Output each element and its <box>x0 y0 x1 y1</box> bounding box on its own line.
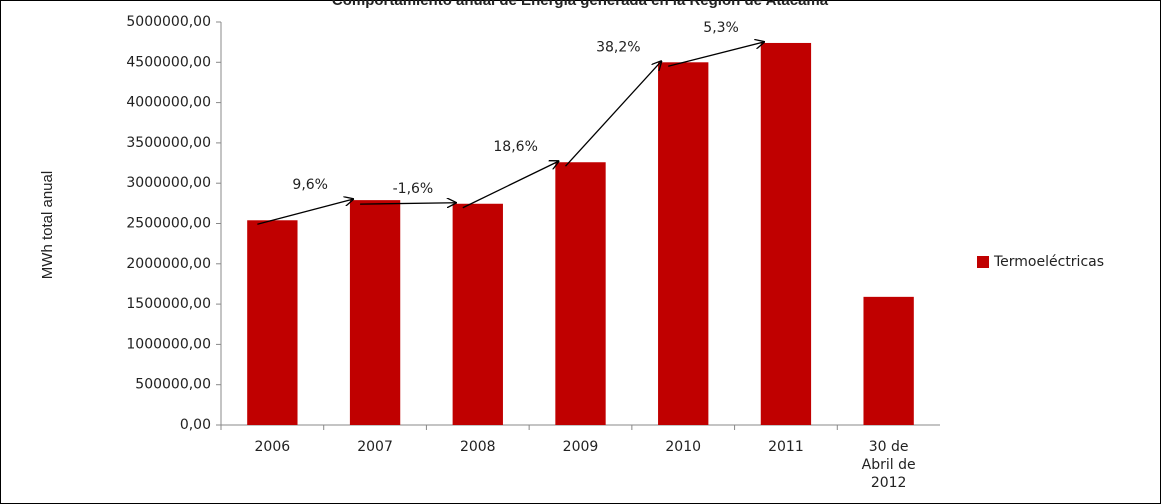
y-tick-label: 5000000,00 <box>126 14 211 30</box>
bar <box>452 203 503 425</box>
change-label: 5,3% <box>703 20 739 36</box>
bar <box>863 296 914 425</box>
change-arrow <box>668 42 764 67</box>
change-label: 18,6% <box>493 139 537 155</box>
y-tick-label: 3500000,00 <box>126 135 211 151</box>
bar <box>349 200 401 425</box>
y-tick-label: 2000000,00 <box>126 256 211 272</box>
bar <box>247 220 298 425</box>
x-tick-label: 2006 <box>254 439 291 455</box>
legend-label: Termoeléctricas <box>993 254 1104 270</box>
x-tick-label: 30 de Abril de 2012 <box>861 439 916 491</box>
y-tick-label: 500000,00 <box>135 377 211 393</box>
y-tick-label: 1500000,00 <box>126 296 211 312</box>
change-arrow <box>462 161 559 209</box>
bar <box>555 162 606 425</box>
y-axis-label: MWh total anual <box>39 171 56 279</box>
x-tick-label: 2011 <box>768 439 804 455</box>
chart-title: Comportamiento anual de Energía generada… <box>332 0 829 9</box>
bar <box>760 42 812 426</box>
change-label: -1,6% <box>393 181 434 197</box>
change-label: 9,6% <box>292 177 328 193</box>
x-tick-label: 2010 <box>665 439 702 455</box>
y-tick-label: 1000000,00 <box>126 336 211 352</box>
y-tick-label: 2500000,00 <box>126 216 211 232</box>
x-tick-label: 2009 <box>562 439 599 455</box>
y-tick-label: 4500000,00 <box>126 54 211 70</box>
change-arrow <box>257 199 353 225</box>
legend-swatch <box>977 256 989 268</box>
change-arrow <box>565 61 662 167</box>
change-label: 38,2% <box>596 39 640 55</box>
x-tick-label: 2007 <box>357 439 393 455</box>
y-tick-label: 0,00 <box>180 417 211 433</box>
bar <box>658 62 709 426</box>
y-tick-label: 3000000,00 <box>126 175 211 191</box>
x-tick-label: 2008 <box>459 439 496 455</box>
y-tick-label: 4000000,00 <box>126 95 211 111</box>
change-arrow <box>360 203 456 204</box>
